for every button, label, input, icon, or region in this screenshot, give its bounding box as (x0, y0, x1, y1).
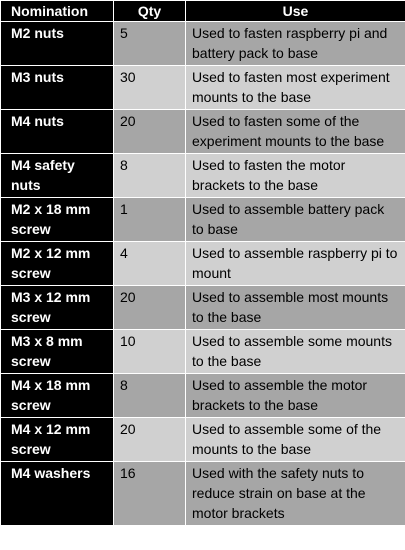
use-cell: Used to fasten raspberry pi and battery … (185, 21, 405, 66)
table-row: M4 x 18 mm screw 8 Used to assemble the … (0, 373, 405, 418)
qty-cell: 20 (113, 109, 186, 154)
qty-cell: 1 (113, 197, 186, 242)
table-row: M3 nuts 30 Used to fasten most experimen… (0, 65, 405, 110)
use-cell: Used to fasten the motor brackets to the… (185, 153, 405, 198)
qty-cell: 4 (113, 241, 186, 286)
qty-cell: 8 (113, 373, 186, 418)
nomination-cell: M2 x 18 mm screw (0, 197, 114, 242)
parts-table: Nomination Qty Use M2 nuts 5 Used to fas… (0, 0, 405, 526)
qty-cell: 20 (113, 285, 186, 330)
use-cell: Used to assemble raspberry pi to mount (185, 241, 405, 286)
use-cell: Used to assemble some of the mounts to t… (185, 417, 405, 462)
nomination-cell: M4 safety nuts (0, 153, 114, 198)
table-row: M4 nuts 20 Used to fasten some of the ex… (0, 109, 405, 154)
use-cell: Used to assemble battery pack to base (185, 197, 405, 242)
qty-cell: 16 (113, 461, 186, 526)
qty-cell: 10 (113, 329, 186, 374)
nomination-cell: M4 x 12 mm screw (0, 417, 114, 462)
nomination-cell: M4 x 18 mm screw (0, 373, 114, 418)
use-cell: Used to fasten most experiment mounts to… (185, 65, 405, 110)
qty-cell: 8 (113, 153, 186, 198)
qty-cell: 20 (113, 417, 186, 462)
header-row: Nomination Qty Use (0, 0, 405, 22)
use-cell: Used to assemble some mounts to the base (185, 329, 405, 374)
qty-cell: 5 (113, 21, 186, 66)
use-cell: Used with the safety nuts to reduce stra… (185, 461, 405, 526)
nomination-cell: M3 nuts (0, 65, 114, 110)
nomination-cell: M3 x 12 mm screw (0, 285, 114, 330)
table-row: M2 nuts 5 Used to fasten raspberry pi an… (0, 21, 405, 66)
header-nomination: Nomination (0, 0, 114, 22)
use-cell: Used to fasten some of the experiment mo… (185, 109, 405, 154)
table-row: M4 x 12 mm screw 20 Used to assemble som… (0, 417, 405, 462)
nomination-cell: M4 washers (0, 461, 114, 526)
table-row: M4 washers 16 Used with the safety nuts … (0, 461, 405, 526)
use-cell: Used to assemble most mounts to the base (185, 285, 405, 330)
table-row: M2 x 12 mm screw 4 Used to assemble rasp… (0, 241, 405, 286)
header-use: Use (185, 0, 405, 22)
table-row: M2 x 18 mm screw 1 Used to assemble batt… (0, 197, 405, 242)
nomination-cell: M2 x 12 mm screw (0, 241, 114, 286)
table-row: M3 x 12 mm screw 20 Used to assemble mos… (0, 285, 405, 330)
nomination-cell: M2 nuts (0, 21, 114, 66)
table-row: M4 safety nuts 8 Used to fasten the moto… (0, 153, 405, 198)
table-body: M2 nuts 5 Used to fasten raspberry pi an… (0, 21, 405, 526)
nomination-cell: M3 x 8 mm screw (0, 329, 114, 374)
table-row: M3 x 8 mm screw 10 Used to assemble some… (0, 329, 405, 374)
table-header: Nomination Qty Use (0, 0, 405, 22)
nomination-cell: M4 nuts (0, 109, 114, 154)
qty-cell: 30 (113, 65, 186, 110)
header-qty: Qty (113, 0, 186, 22)
use-cell: Used to assemble the motor brackets to t… (185, 373, 405, 418)
